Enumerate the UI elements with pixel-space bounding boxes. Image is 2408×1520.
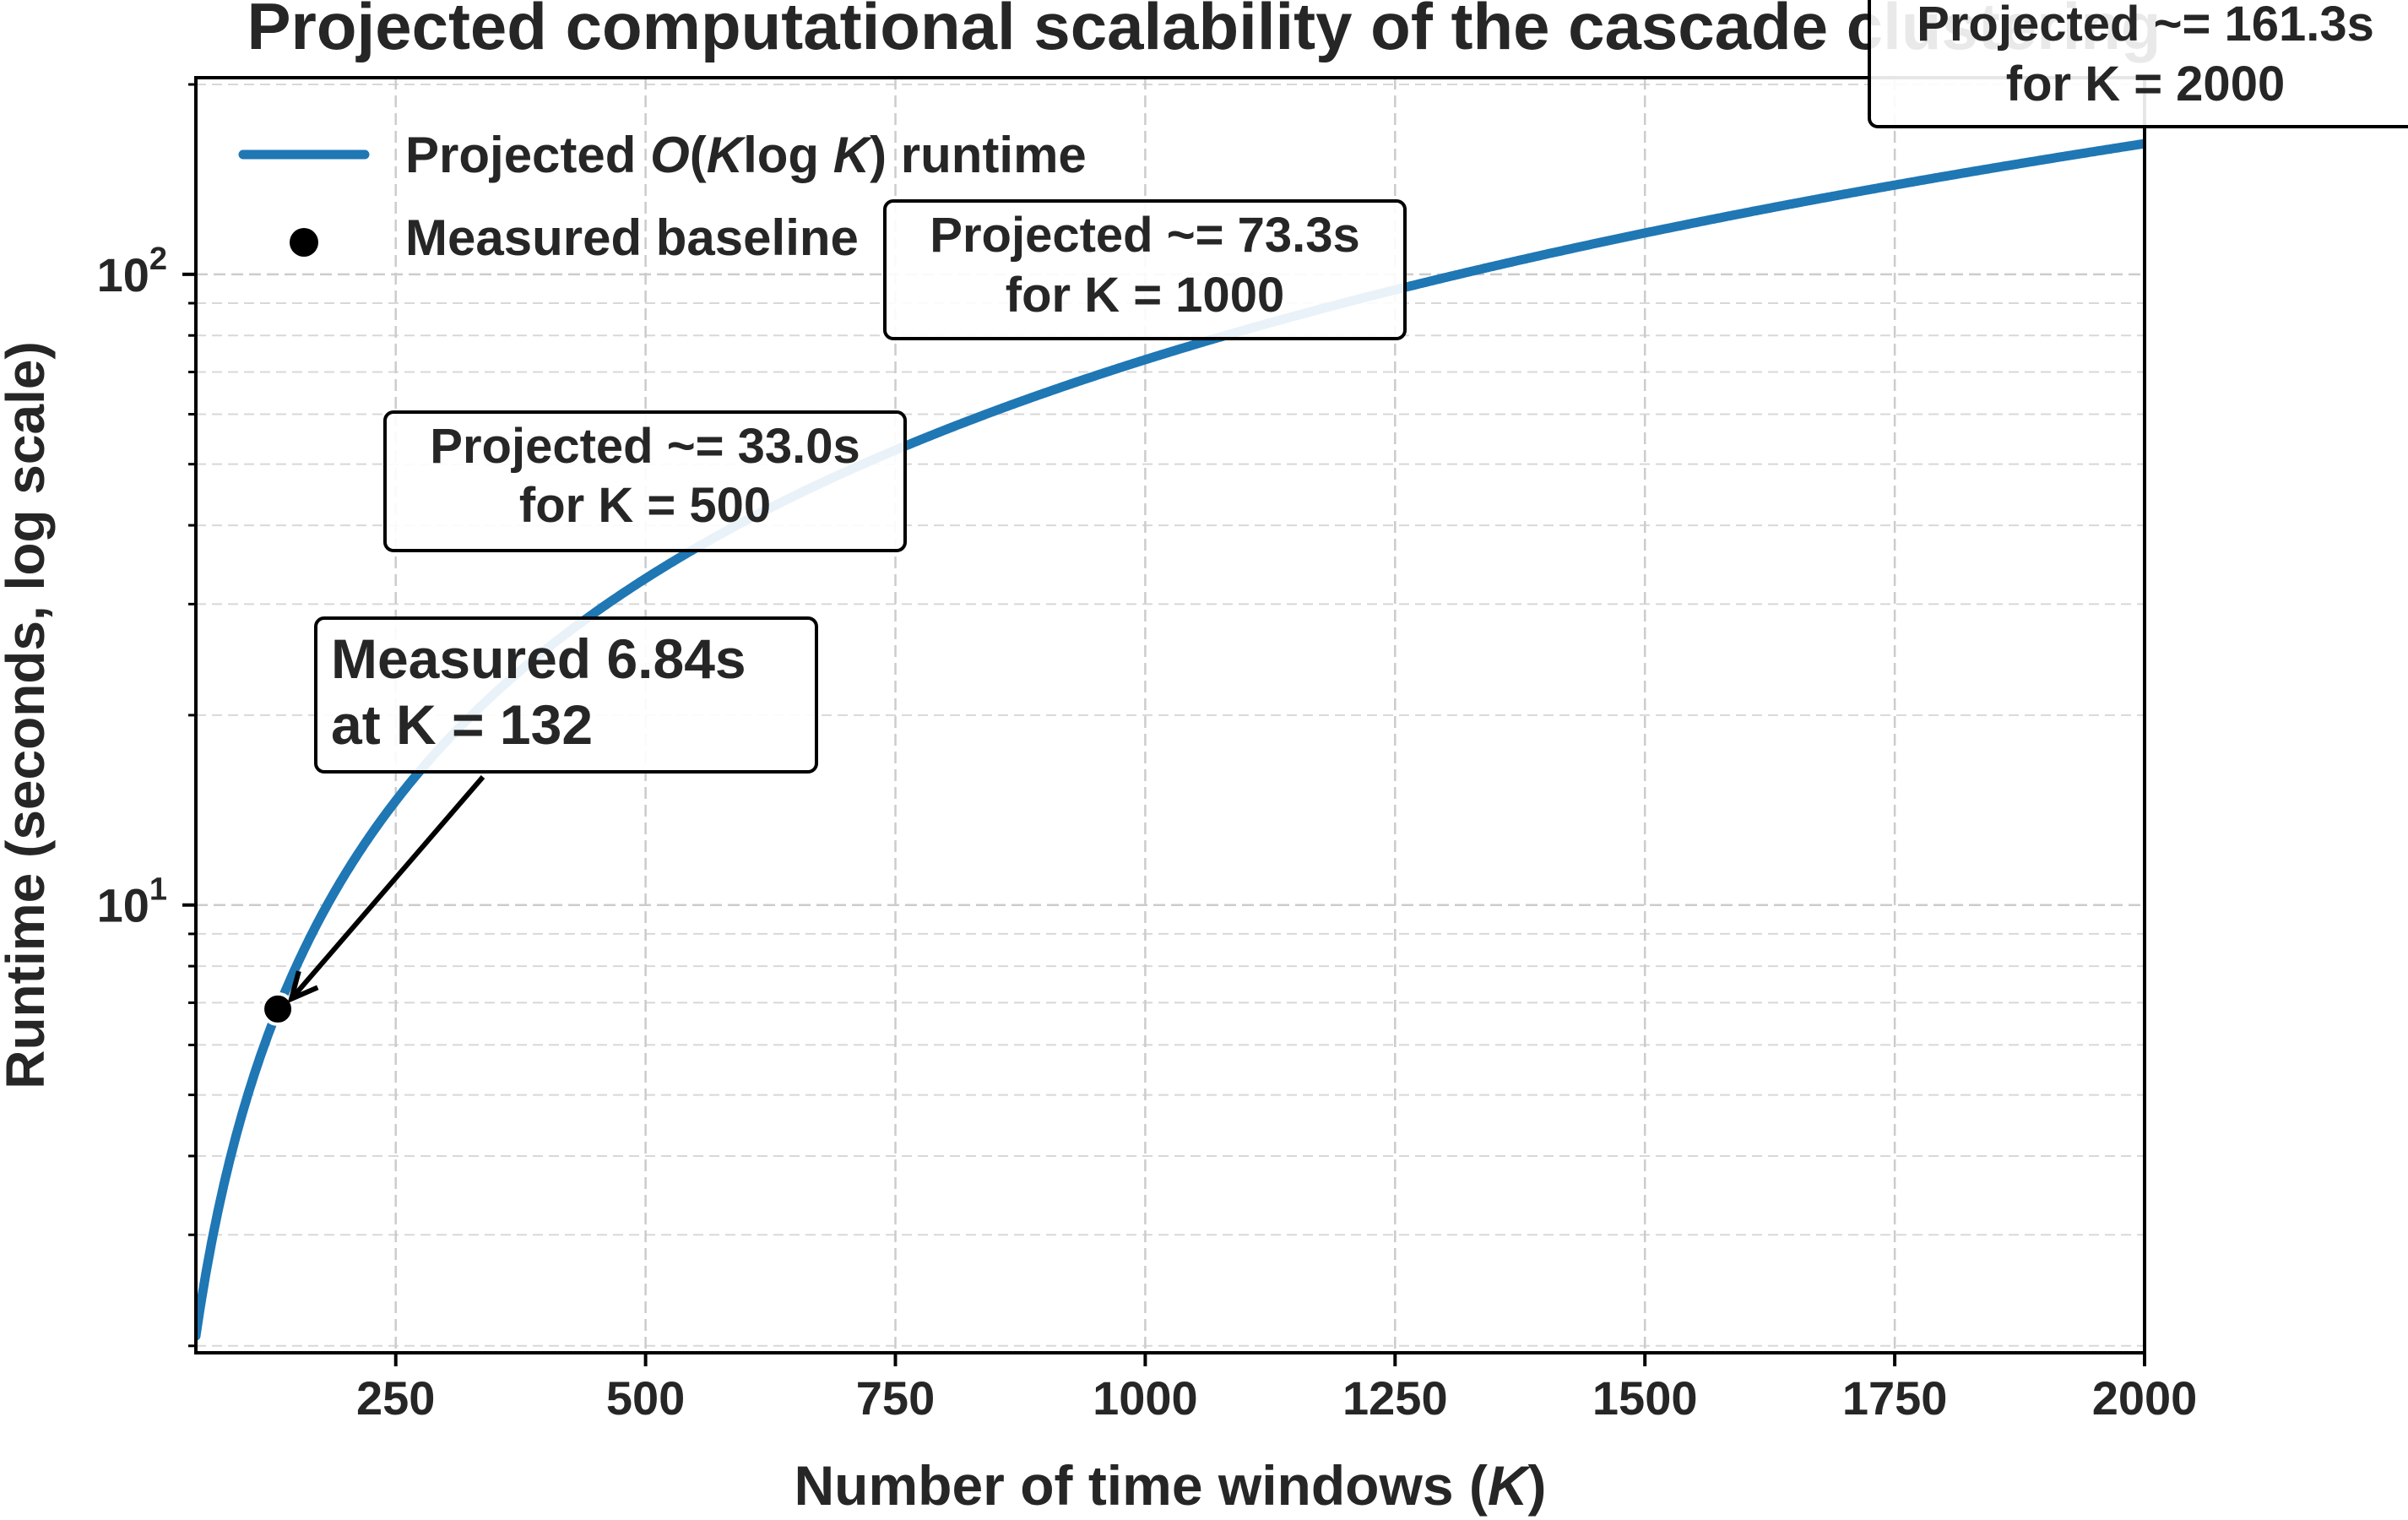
legend-math-K2: K <box>833 127 873 183</box>
annotation-text: for K = 2000 <box>2006 57 2285 111</box>
annotation-box <box>383 410 907 552</box>
x-axis-ticks: 250 500 750 1000 1250 1500 1750 2000 <box>356 1353 2197 1425</box>
x-tick-label: 500 <box>606 1371 685 1425</box>
legend-math-close-paren: ) <box>870 127 887 183</box>
y-tick-label-exponent: 1 <box>149 872 167 908</box>
annotation-text: at K = 132 <box>331 693 593 756</box>
legend-math-O: O <box>650 127 690 183</box>
chart-title: Projected computational scalability of t… <box>247 0 2161 63</box>
x-tick-label: 1500 <box>1592 1371 1698 1425</box>
annotation-text: for K = 500 <box>519 478 771 533</box>
x-axis-label-var: K <box>1488 1454 1532 1517</box>
x-tick-label: 2000 <box>2092 1371 2198 1425</box>
y-tick-label: 102 <box>97 242 167 301</box>
annotation-text: Projected ~= 73.3s <box>930 208 1359 263</box>
x-tick-label: 250 <box>356 1371 435 1425</box>
annotation-box <box>883 199 1407 340</box>
annotation-text: Measured 6.84s <box>331 627 746 690</box>
annotation-arrow-shaft <box>289 775 485 1001</box>
legend-label-measured: Measured baseline <box>405 209 859 266</box>
legend-math-open-paren: ( <box>690 127 707 183</box>
legend-math-K1: K <box>707 127 746 183</box>
x-tick-label: 1750 <box>1842 1371 1948 1425</box>
annotation-text: for K = 1000 <box>1006 268 1284 323</box>
legend-math-log: log <box>743 127 819 183</box>
grid-major <box>196 78 2145 1353</box>
legend-label-projection-prefix: Projected <box>405 127 650 183</box>
annotation-box <box>314 616 818 774</box>
y-tick-label: 101 <box>97 872 167 932</box>
y-axis-label: Runtime (seconds, log scale) <box>0 341 56 1089</box>
x-tick-label: 750 <box>856 1371 935 1425</box>
x-tick-label: 1250 <box>1342 1371 1448 1425</box>
legend-math-space <box>819 127 833 183</box>
annotation-text: Projected ~= 33.0s <box>430 419 860 474</box>
legend-label-projection-suffix: runtime <box>887 127 1087 183</box>
annotation-arrow-head <box>287 970 319 1004</box>
y-tick-label-base: 10 <box>97 879 149 932</box>
x-axis-label-suffix: ) <box>1528 1454 1547 1517</box>
measured-point <box>261 991 296 1026</box>
y-tick-label-base: 10 <box>97 248 149 301</box>
x-axis-label-prefix: Number of time windows ( <box>794 1454 1487 1517</box>
legend-marker-swatch <box>290 228 318 257</box>
x-tick-label: 1000 <box>1093 1371 1198 1425</box>
legend: Projected O(Klog K) runtime Measured bas… <box>238 127 1087 266</box>
y-tick-label-exponent: 2 <box>149 242 167 277</box>
annotation-box <box>1868 0 2408 128</box>
legend-label-projection: Projected O(Klog K) runtime <box>405 127 1087 183</box>
x-axis-label: Number of time windows (K) <box>794 1454 1546 1517</box>
annotation-text: Projected ~= 161.3s <box>1917 0 2374 52</box>
